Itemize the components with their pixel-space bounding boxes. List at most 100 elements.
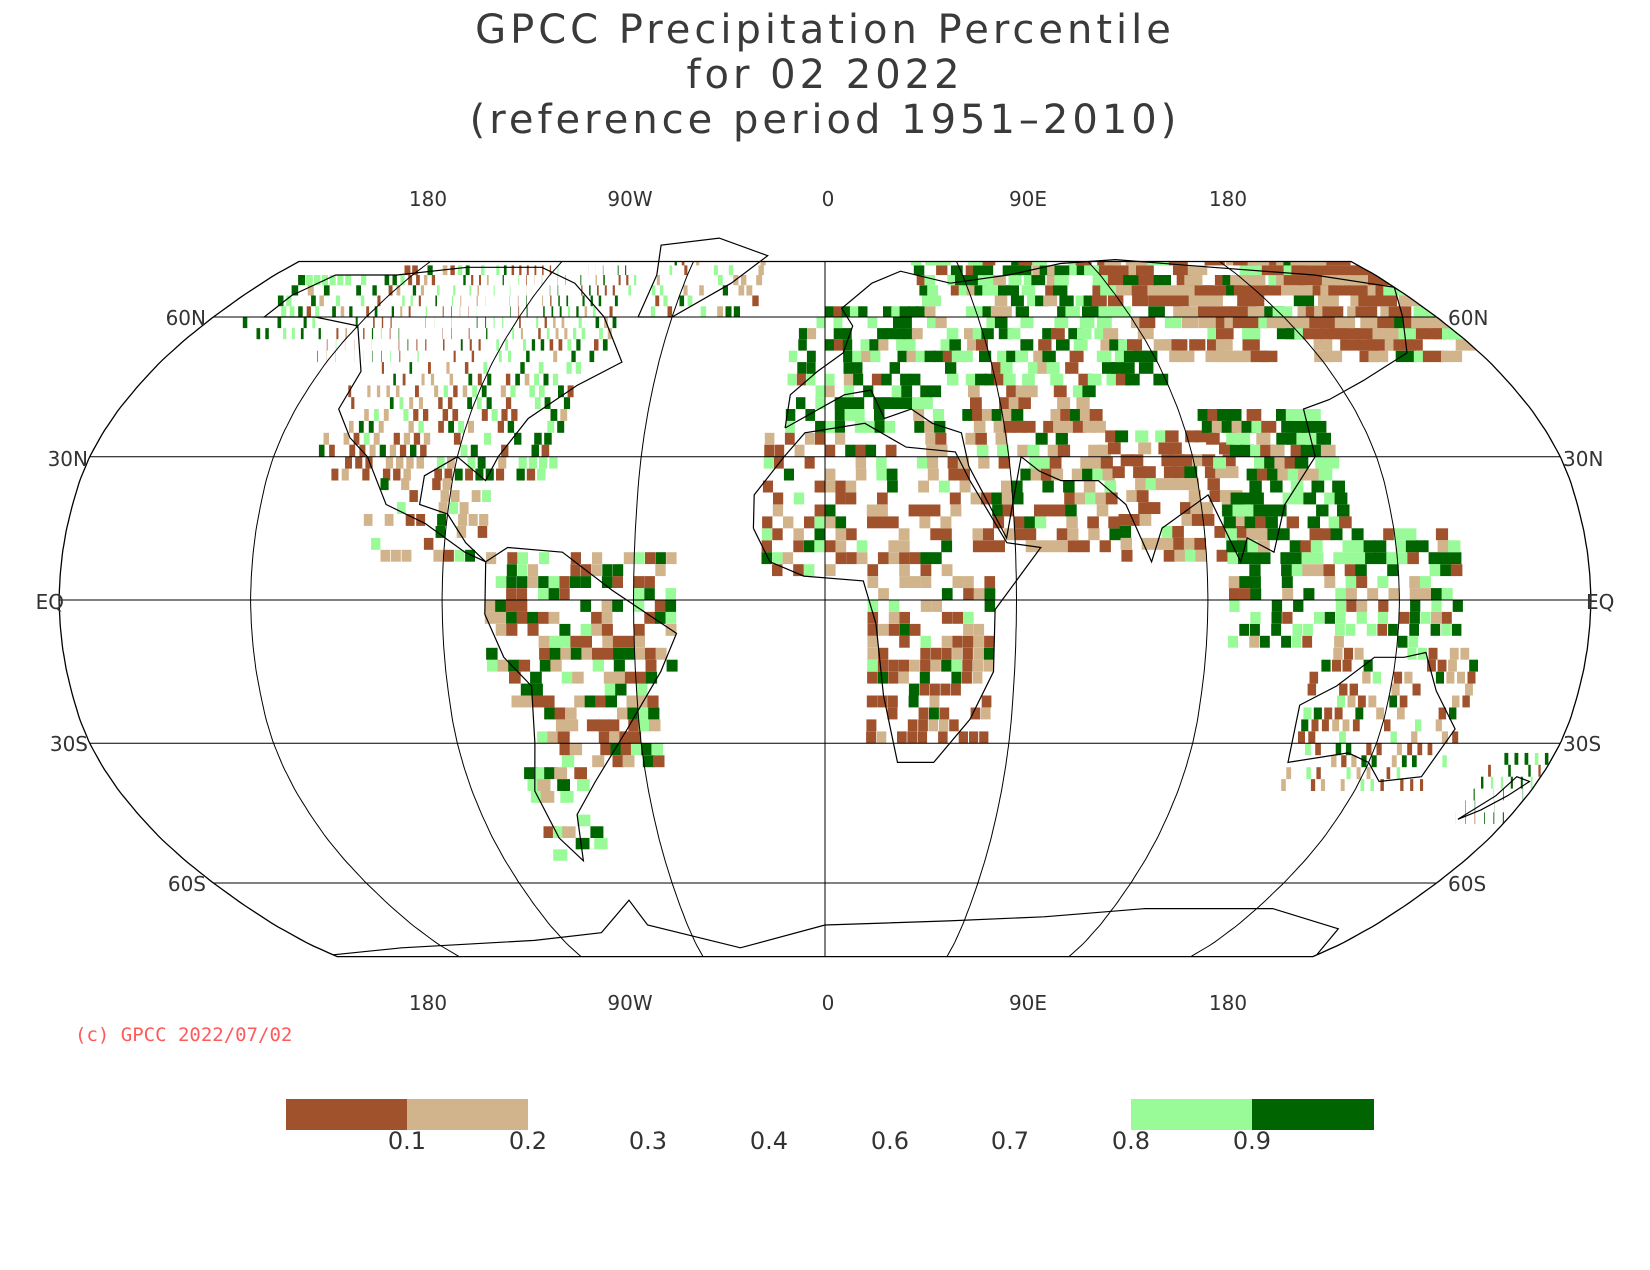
percentile-cell [1407,647,1417,660]
percentile-cell [630,743,643,756]
percentile-cell [577,779,590,791]
percentile-cell [1386,552,1398,565]
percentile-cell [1355,306,1378,317]
percentile-cell [990,306,1004,317]
percentile-cell [814,480,825,493]
percentile-cell [979,731,989,744]
percentile-cell [1078,373,1092,386]
percentile-cell [569,743,583,756]
percentile-cell [975,261,988,266]
percentile-cell [1184,466,1198,479]
percentile-cell [454,549,465,562]
percentile-cell [479,275,481,286]
percentile-cell [1450,564,1463,577]
percentile-cell [1104,480,1117,493]
percentile-cell [476,295,478,307]
percentile-cell [1135,478,1148,491]
percentile-cell [478,339,481,351]
percentile-cell [1493,812,1495,824]
percentile-cell [465,549,475,562]
percentile-cell [1431,600,1442,612]
percentile-cell [1330,528,1343,541]
percentile-cell [298,306,303,317]
percentile-cell [1202,285,1222,296]
percentile-cell [1448,540,1461,553]
percentile-cell [1371,755,1377,768]
percentile-cell [955,275,967,286]
percentile-cell [1148,306,1165,317]
percentile-cell [1107,275,1124,286]
percentile-cell [1270,480,1283,493]
percentile-cell [1039,265,1055,276]
percentile-cell [1251,492,1264,505]
percentile-cell [1138,275,1156,286]
percentile-cell [366,306,370,317]
percentile-cell [902,397,914,409]
percentile-cell [559,635,571,648]
percentile-cell [1320,779,1326,791]
percentile-cell [527,611,539,624]
percentile-cell [1241,420,1257,433]
percentile-cell [496,265,500,276]
percentile-cell [891,306,902,317]
percentile-cell [481,265,485,276]
percentile-cell [1204,261,1225,266]
percentile-cell [413,432,421,445]
percentile-cell [501,444,509,457]
percentile-cell [495,576,507,588]
percentile-cell [1184,549,1197,562]
percentile-cell [1046,362,1060,374]
coastline [637,237,769,318]
percentile-cell [576,339,581,351]
percentile-cell [336,328,339,340]
percentile-cell [371,537,381,550]
lon-label-bottom: 90E [1009,991,1047,1010]
percentile-cell [1194,537,1206,550]
percentile-cell [1308,731,1316,744]
percentile-cell [542,265,544,276]
percentile-cell [493,317,495,329]
percentile-cell [1298,731,1305,744]
percentile-cell [645,647,656,660]
percentile-cell [1186,478,1199,491]
percentile-cell [681,261,685,266]
percentile-cell [313,275,321,286]
percentile-cell [1181,514,1194,526]
percentile-cell [484,611,496,624]
percentile-cell [654,600,666,612]
percentile-cell [550,659,562,672]
percentile-cell [855,456,867,469]
percentile-cell [1360,779,1365,791]
percentile-cell [619,731,631,744]
percentile-cell [1291,564,1304,577]
percentile-cell [888,611,900,624]
percentile-cell [885,328,896,340]
percentile-cell [920,552,932,565]
percentile-cell [599,328,603,340]
percentile-cell [1057,444,1071,457]
percentile-cell [567,339,572,351]
percentile-cell [418,420,424,433]
percentile-cell [1034,504,1046,517]
percentile-cell [856,552,868,565]
percentile-cell [633,275,637,286]
percentile-cell [526,350,530,363]
percentile-cell [539,385,545,398]
percentile-cell [898,671,909,684]
percentile-cell [1244,516,1257,529]
percentile-cell [740,275,747,286]
percentile-cell [450,490,460,502]
percentile-cell [516,468,525,481]
percentile-cell [367,385,371,398]
percentile-cell [389,397,394,409]
lon-label-top: 180 [409,187,447,211]
percentile-cell [930,659,941,672]
legend-swatch-dry [407,1099,528,1130]
percentile-cell [265,328,269,340]
percentile-cell [1173,306,1191,317]
percentile-cell [1092,468,1105,481]
percentile-cell [390,350,391,363]
percentile-cell [1316,504,1329,517]
percentile-cell [1356,576,1368,588]
percentile-cell [623,647,635,660]
